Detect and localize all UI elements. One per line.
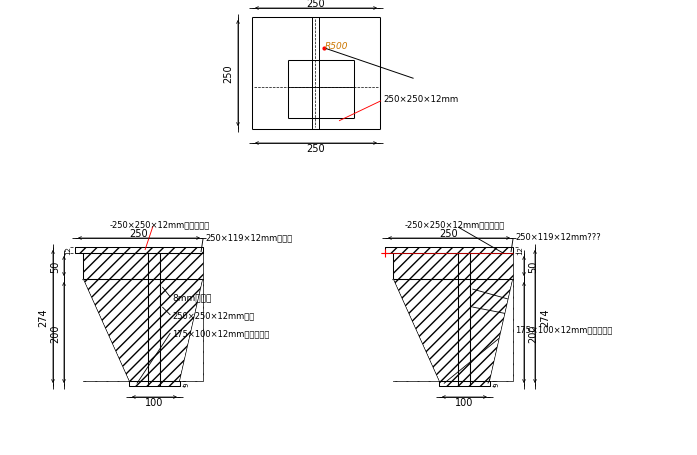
Text: 12: 12 (65, 246, 71, 255)
Text: 50: 50 (528, 260, 538, 273)
Polygon shape (83, 279, 129, 381)
Text: 200: 200 (50, 324, 60, 342)
Text: 50: 50 (50, 260, 60, 273)
Polygon shape (393, 279, 439, 381)
Bar (385, 248, 513, 253)
Text: 175×100×12mm牛腹下盖板: 175×100×12mm牛腹下盖板 (172, 329, 270, 338)
Text: 250×250×12mm腹板: 250×250×12mm腹板 (172, 311, 254, 320)
Text: 250: 250 (307, 0, 325, 9)
Bar (83, 253, 203, 279)
Bar (439, 381, 490, 386)
Text: 9: 9 (494, 381, 500, 386)
Text: 274: 274 (38, 308, 48, 326)
Text: 250×119×12mm加劲板: 250×119×12mm加劲板 (205, 233, 292, 242)
Text: 250: 250 (223, 65, 233, 83)
Text: 250: 250 (440, 228, 459, 238)
Text: 250×119×12mm???: 250×119×12mm??? (515, 233, 601, 242)
Text: 274: 274 (540, 308, 550, 326)
Bar (393, 253, 513, 279)
Text: 200: 200 (528, 324, 538, 342)
Text: 8mm厚满焊: 8mm厚满焊 (172, 293, 212, 302)
Text: R500: R500 (325, 42, 348, 51)
Text: 100: 100 (145, 397, 164, 407)
Polygon shape (180, 279, 203, 381)
Polygon shape (490, 279, 513, 381)
Text: -250×250×12mm牛腹上盖板: -250×250×12mm牛腹上盖板 (405, 220, 505, 229)
Text: 12: 12 (517, 246, 523, 255)
Text: 250: 250 (130, 228, 148, 238)
Text: 9: 9 (184, 381, 190, 386)
Text: 175×100×12mm牛腹下盖板: 175×100×12mm牛腹下盖板 (515, 325, 613, 334)
Bar (129, 381, 180, 386)
Text: 250: 250 (307, 144, 325, 154)
Text: 100: 100 (455, 397, 473, 407)
Bar (83, 279, 203, 381)
Text: -250×250×12mm牛腹上盖板: -250×250×12mm牛腹上盖板 (110, 220, 210, 229)
Bar (393, 279, 513, 381)
Bar (75, 248, 203, 253)
Text: 250×250×12mm: 250×250×12mm (383, 95, 458, 104)
